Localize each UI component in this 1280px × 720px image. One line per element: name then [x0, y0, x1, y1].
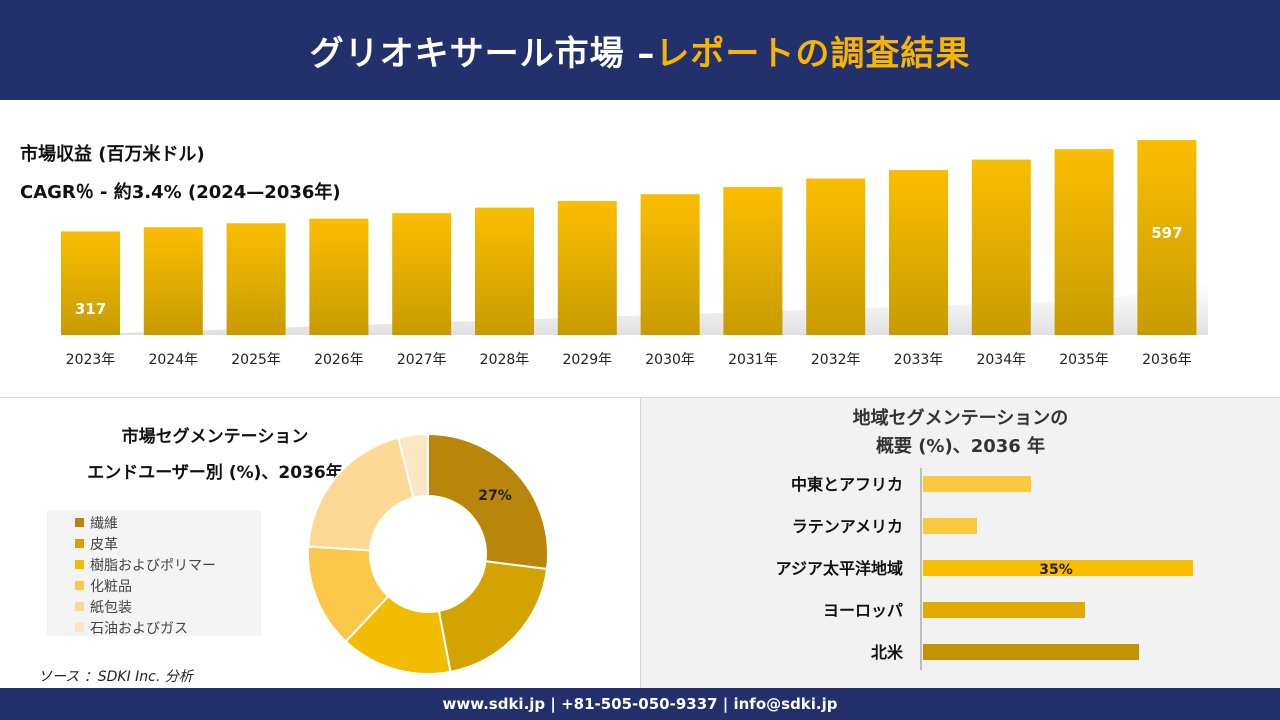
legend-label: 皮革: [90, 536, 118, 553]
segment-legend: 繊維皮革樹脂およびポリマー 化粧品紙包装石油およびガス: [47, 510, 261, 638]
legend-item: 紙包装: [75, 596, 261, 617]
revenue-bar: [1137, 140, 1197, 335]
region-tick-label: ラテンアメリカ: [792, 517, 903, 536]
revenue-data-label: 597: [1151, 224, 1182, 242]
title-main: グリオキサール市場 –: [309, 33, 656, 74]
legend-label: 繊維: [90, 515, 118, 532]
region-tick-label: 中東とアフリカ: [791, 475, 903, 494]
region-panel: [641, 398, 1280, 688]
revenue-data-label: 317: [75, 300, 106, 318]
revenue-tick-label: 2036年: [1142, 352, 1192, 368]
legend-item: 皮革: [75, 533, 261, 554]
region-title-line1: 地域セグメンテーションの: [852, 408, 1069, 429]
donut-slice: [396, 432, 429, 500]
legend-swatch: [75, 602, 84, 611]
revenue-bar: [475, 207, 534, 335]
revenue-tick-label: 2027年: [397, 352, 447, 368]
segment-donut-chart: 27%: [307, 432, 549, 675]
revenue-chart-title: 市場収益 (百万米ドル): [20, 144, 205, 165]
legend-item: 樹脂およびポリマー: [75, 554, 261, 575]
footer-contact: www.sdki.jp | +81-505-050-9337 | info@sd…: [442, 695, 838, 713]
region-bar: [923, 602, 1085, 618]
region-bar: [923, 644, 1139, 660]
legend-swatch: [75, 539, 84, 548]
revenue-bar: [557, 201, 617, 335]
revenue-cagr: CAGR％ - 約3.4% (2024—2036年): [20, 182, 341, 203]
revenue-bar: [1054, 149, 1114, 335]
legend-swatch: [75, 518, 84, 527]
revenue-tick-label: 2035年: [1059, 352, 1109, 368]
legend-label: 石油およびガス: [90, 620, 188, 637]
region-bar: [923, 560, 1193, 576]
revenue-bar-chart: 2023年 2024年 2025年 2026年 2027年 2028年 2029年 2030年…: [60, 140, 1208, 368]
revenue-tick-label: 2026年: [314, 352, 364, 368]
legend-label: 紙包装: [90, 599, 132, 616]
revenue-tick-label: 2029年: [562, 352, 612, 368]
donut-slice: [307, 436, 415, 552]
region-title-line2: 概要 (%)、2036 年: [875, 436, 1046, 457]
legend-item: 繊維: [75, 512, 261, 533]
region-data-label: 35%: [1039, 562, 1073, 578]
revenue-tick-label: 2030年: [645, 352, 695, 368]
region-bar: [923, 518, 977, 534]
donut-slice: [437, 560, 549, 674]
region-bar: [923, 476, 1031, 492]
revenue-bar: [309, 218, 369, 335]
revenue-tick-label: 2033年: [894, 352, 944, 368]
revenue-tick-label: 2023年: [66, 352, 116, 368]
revenue-tick-label: 2024年: [148, 352, 198, 368]
revenue-bar: [723, 187, 783, 335]
revenue-tick-label: 2028年: [480, 352, 530, 368]
revenue-bar: [640, 194, 700, 335]
revenue-tick-label: 2034年: [976, 352, 1026, 368]
legend-item: 石油およびガス: [75, 617, 261, 638]
page-title: グリオキサール市場 –レポートの調査結果: [310, 26, 971, 75]
header-banner: グリオキサール市場 –レポートの調査結果: [0, 0, 1280, 100]
revenue-tick-label: 2025年: [231, 352, 281, 368]
legend-item: 化粧品: [75, 575, 261, 596]
donut-slice: [427, 432, 549, 571]
revenue-bar: [392, 213, 452, 335]
legend-swatch: [75, 623, 84, 632]
source-note: ソース ：SDKI Inc. 分析: [38, 669, 193, 685]
legend-label: 樹脂およびポリマー: [90, 557, 216, 574]
region-tick-label: アジア太平洋地域: [776, 559, 903, 578]
revenue-bar: [971, 159, 1031, 335]
revenue-bar: [806, 178, 866, 335]
title-accent: レポートの調査結果: [655, 33, 971, 74]
donut-data-label: 27%: [478, 488, 512, 504]
region-tick-label: ヨーロッパ: [823, 601, 903, 620]
legend-swatch: [75, 560, 84, 569]
segment-title-line1: 市場セグメンテーション: [121, 427, 309, 447]
revenue-tick-label: 2032年: [811, 352, 861, 368]
revenue-bar: [143, 227, 203, 335]
legend-label: 化粧品: [90, 578, 132, 595]
revenue-bar: [61, 231, 120, 335]
footer-banner: www.sdki.jp | +81-505-050-9337 | info@sd…: [0, 688, 1280, 720]
revenue-bar: [226, 223, 286, 335]
revenue-tick-label: 2031年: [728, 352, 778, 368]
legend-swatch: [75, 581, 84, 590]
panel-divider: [640, 398, 641, 688]
segment-title-line2: エンドユーザー別 (%)、2036年: [87, 463, 343, 483]
section-divider: [0, 397, 1280, 398]
revenue-bar: [889, 170, 948, 335]
region-tick-label: 北米: [871, 643, 904, 662]
